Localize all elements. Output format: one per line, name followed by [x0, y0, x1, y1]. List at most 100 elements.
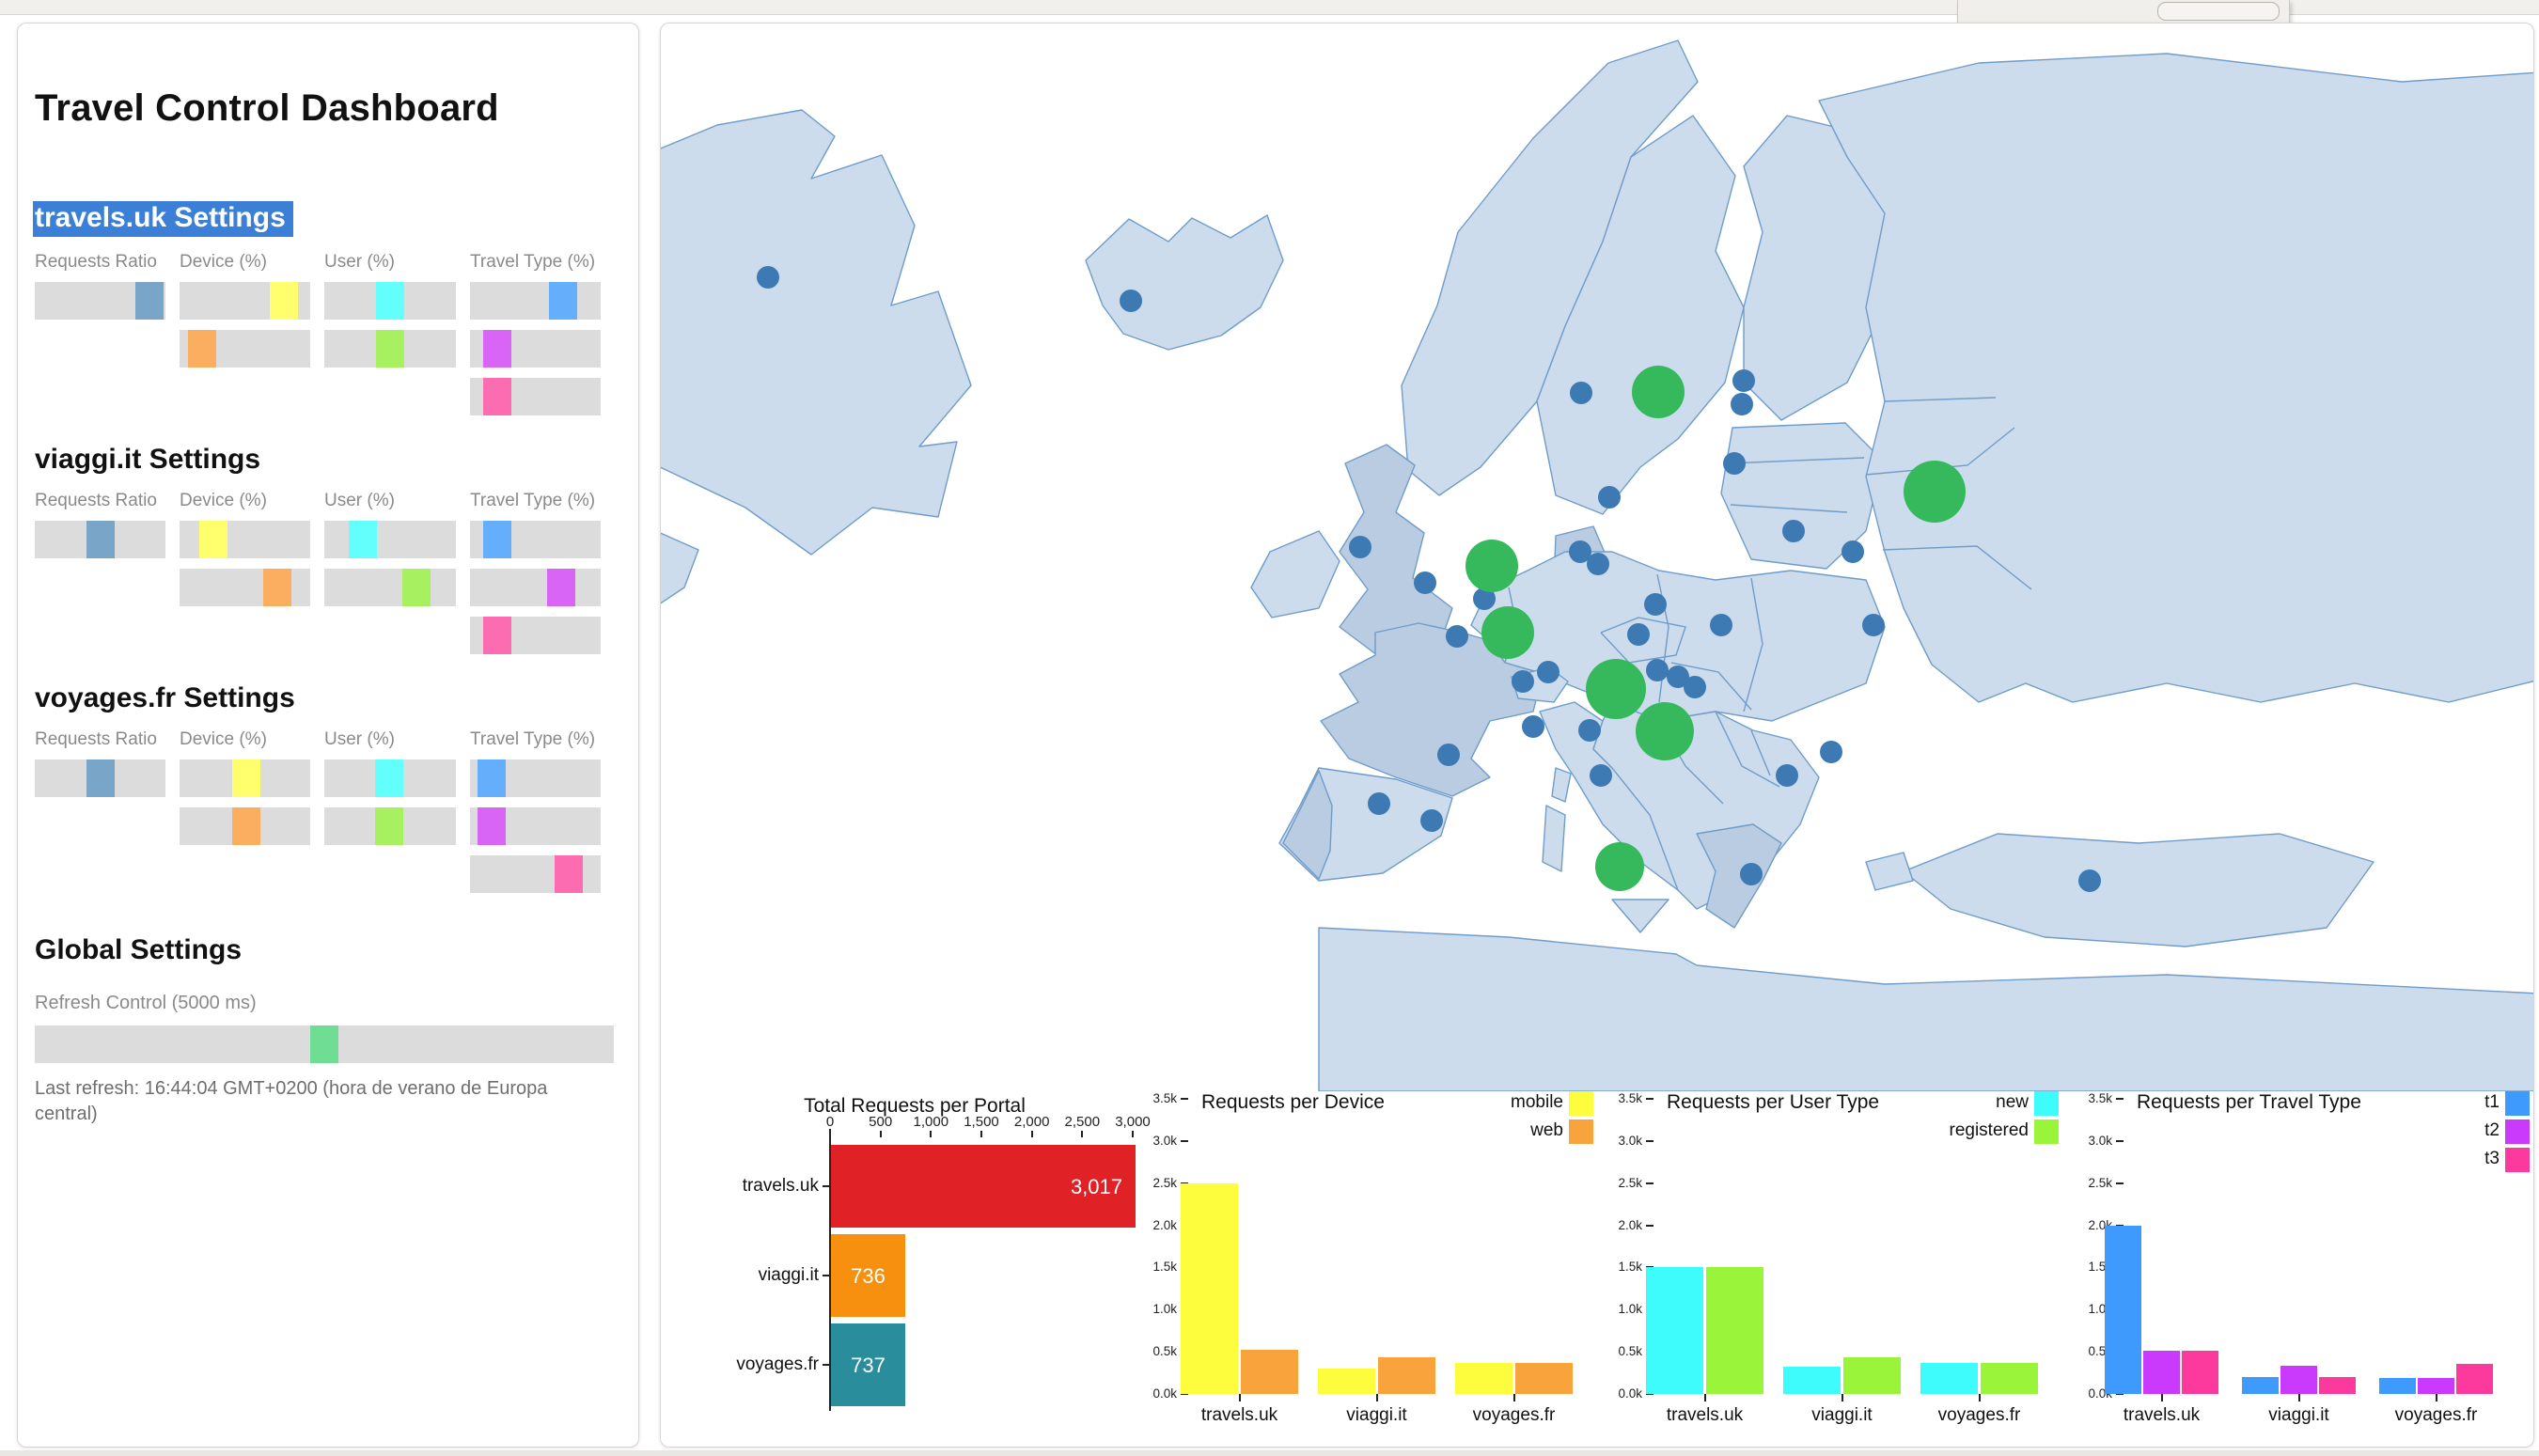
- city-dot-hamburg[interactable]: [1587, 553, 1609, 575]
- city-dot-bucharest[interactable]: [1820, 741, 1842, 763]
- chart-device-bar-travels.uk-web[interactable]: [1241, 1350, 1298, 1394]
- refresh-control-slider-track[interactable]: [35, 1025, 614, 1063]
- travels-uk-requests-ratio-slider-track[interactable]: [35, 282, 165, 320]
- travels-uk-travel-slider-1-track[interactable]: [470, 330, 601, 368]
- city-dot-warsaw[interactable]: [1710, 614, 1732, 636]
- city-dot-ljubljana[interactable]: [1578, 719, 1601, 742]
- chart-device-bar-voyages.fr-mobile[interactable]: [1455, 1363, 1512, 1394]
- city-dot-ankara[interactable]: [2078, 869, 2101, 892]
- voyages-fr-travel-slider-2-thumb[interactable]: [555, 855, 584, 893]
- city-dot-barcelona[interactable]: [1420, 809, 1443, 832]
- city-bubble-moscow[interactable]: [1904, 461, 1966, 523]
- city-dot-amsterdam[interactable]: [1473, 587, 1496, 610]
- city-dot-berlin[interactable]: [1644, 593, 1667, 616]
- city-dot-vienna[interactable]: [1646, 659, 1669, 681]
- chart-travel-bar-viaggi.it-t1[interactable]: [2242, 1377, 2279, 1394]
- chart-device-bar-viaggi.it-mobile[interactable]: [1318, 1369, 1375, 1394]
- voyages-fr-travel-slider-2-track[interactable]: [470, 855, 601, 893]
- city-dot-athens[interactable]: [1740, 863, 1763, 885]
- city-dot-gothenburg[interactable]: [1598, 486, 1621, 509]
- city-dot-glasgow[interactable]: [1349, 536, 1371, 558]
- city-dot-riga[interactable]: [1723, 452, 1746, 475]
- voyages-fr-requests-ratio-slider-thumb[interactable]: [86, 759, 115, 797]
- viaggi-it-travel-slider-0-track[interactable]: [470, 521, 601, 558]
- voyages-fr-device-slider-0-track[interactable]: [180, 759, 310, 797]
- city-dot-helsinki[interactable]: [1732, 369, 1755, 392]
- travels-uk-travel-slider-2-track[interactable]: [470, 378, 601, 415]
- chart-travel-bar-voyages.fr-t2[interactable]: [2418, 1378, 2454, 1394]
- chart-travel-bar-voyages.fr-t1[interactable]: [2379, 1378, 2416, 1394]
- chart-travel-bar-travels.uk-t1[interactable]: [2105, 1226, 2141, 1394]
- travels-uk-travel-slider-0-track[interactable]: [470, 282, 601, 320]
- city-bubble-vienna[interactable]: [1586, 659, 1646, 719]
- city-bubble-palermo[interactable]: [1595, 842, 1644, 891]
- voyages-fr-requests-ratio-slider-track[interactable]: [35, 759, 165, 797]
- travels-uk-device-slider-0-track[interactable]: [180, 282, 310, 320]
- city-bubble-amsterdam[interactable]: [1465, 540, 1518, 592]
- viaggi-it-travel-slider-1-thumb[interactable]: [546, 569, 575, 606]
- city-dot-copenhagen[interactable]: [1569, 540, 1591, 563]
- city-dot-prague[interactable]: [1627, 623, 1650, 646]
- viaggi-it-requests-ratio-slider-track[interactable]: [35, 521, 165, 558]
- viaggi-it-requests-ratio-slider-thumb[interactable]: [86, 521, 115, 558]
- travels-uk-user-slider-1-thumb[interactable]: [376, 330, 404, 368]
- city-dot-milan[interactable]: [1522, 715, 1544, 738]
- chart-travel-bar-voyages.fr-t3[interactable]: [2456, 1364, 2493, 1394]
- viaggi-it-user-slider-1-track[interactable]: [324, 569, 456, 606]
- viaggi-it-user-slider-0-track[interactable]: [324, 521, 456, 558]
- refresh-control-slider-thumb[interactable]: [310, 1025, 338, 1063]
- portal-bar-voyages.fr[interactable]: 737: [831, 1323, 905, 1406]
- voyages-fr-travel-slider-1-track[interactable]: [470, 807, 601, 845]
- travels-uk-device-slider-1-thumb[interactable]: [187, 330, 216, 368]
- viaggi-it-device-slider-1-thumb[interactable]: [263, 569, 292, 606]
- chart-travel-bar-viaggi.it-t2[interactable]: [2280, 1366, 2317, 1394]
- portal-bar-viaggi.it[interactable]: 736: [831, 1234, 905, 1317]
- city-dot-nuuk[interactable]: [757, 266, 779, 289]
- city-bubble-cologne[interactable]: [1481, 606, 1534, 659]
- city-dot-vilnius[interactable]: [1782, 520, 1805, 542]
- chart-device-bar-travels.uk-mobile[interactable]: [1181, 1183, 1238, 1394]
- voyages-fr-user-slider-1-thumb[interactable]: [374, 807, 403, 845]
- voyages-fr-device-slider-1-track[interactable]: [180, 807, 310, 845]
- voyages-fr-travel-slider-1-thumb[interactable]: [477, 807, 506, 845]
- city-dot-minsk[interactable]: [1842, 540, 1864, 563]
- voyages-fr-travel-slider-0-thumb[interactable]: [477, 759, 506, 797]
- travels-uk-device-slider-1-track[interactable]: [180, 330, 310, 368]
- city-bubble-stockholm[interactable]: [1632, 366, 1685, 418]
- city-dot-london[interactable]: [1414, 571, 1436, 594]
- city-dot-paris[interactable]: [1446, 625, 1468, 648]
- viaggi-it-user-slider-1-thumb[interactable]: [401, 569, 431, 606]
- travels-uk-user-slider-0-track[interactable]: [324, 282, 456, 320]
- city-dot-tallinn[interactable]: [1731, 393, 1753, 415]
- city-dot-zurich[interactable]: [1537, 661, 1559, 683]
- city-dot-bratislava[interactable]: [1667, 665, 1689, 688]
- city-dot-kyiv[interactable]: [1862, 614, 1885, 636]
- voyages-fr-user-slider-1-track[interactable]: [324, 807, 456, 845]
- travels-uk-device-slider-0-thumb[interactable]: [269, 282, 298, 320]
- viaggi-it-travel-slider-0-thumb[interactable]: [483, 521, 512, 558]
- chart-device-bar-viaggi.it-web[interactable]: [1378, 1357, 1435, 1394]
- voyages-fr-user-slider-0-thumb[interactable]: [374, 759, 403, 797]
- background-window-tab[interactable]: [2157, 2, 2280, 21]
- city-dot-oslo[interactable]: [1570, 382, 1592, 404]
- city-dot-bern[interactable]: [1512, 670, 1534, 693]
- portal-bar-travels.uk[interactable]: 3,017: [831, 1145, 1136, 1228]
- chart-user-bar-voyages.fr-registered[interactable]: [1981, 1363, 2038, 1394]
- travels-uk-travel-slider-1-thumb[interactable]: [483, 330, 512, 368]
- city-dot-marseille[interactable]: [1437, 744, 1460, 766]
- city-dot-rome[interactable]: [1590, 764, 1612, 787]
- travels-uk-travel-slider-0-thumb[interactable]: [548, 282, 577, 320]
- chart-user-bar-viaggi.it-registered[interactable]: [1843, 1357, 1901, 1394]
- travels-uk-travel-slider-2-thumb[interactable]: [483, 378, 512, 415]
- chart-travel-bar-travels.uk-t2[interactable]: [2143, 1351, 2180, 1394]
- chart-user-bar-viaggi.it-new[interactable]: [1783, 1367, 1841, 1394]
- voyages-fr-user-slider-0-track[interactable]: [324, 759, 456, 797]
- city-bubble-belgrade[interactable]: [1636, 702, 1694, 760]
- viaggi-it-travel-slider-2-track[interactable]: [470, 617, 601, 654]
- chart-user-bar-travels.uk-new[interactable]: [1646, 1267, 1703, 1394]
- voyages-fr-device-slider-1-thumb[interactable]: [231, 807, 260, 845]
- chart-user-bar-travels.uk-registered[interactable]: [1706, 1267, 1763, 1394]
- city-dot-reykjavik[interactable]: [1120, 290, 1142, 312]
- city-dot-budapest[interactable]: [1684, 676, 1706, 698]
- chart-travel-bar-travels.uk-t3[interactable]: [2182, 1351, 2218, 1394]
